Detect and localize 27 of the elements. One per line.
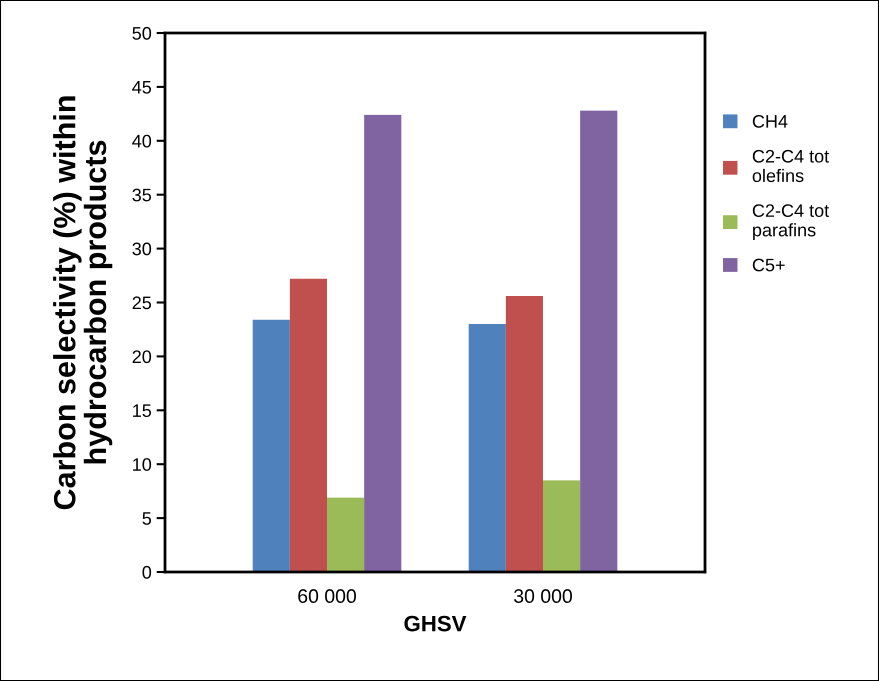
y-tick-label: 5: [142, 512, 152, 525]
y-axis-title: Carbon selectivity (%) within hydrocarbon products: [53, 96, 112, 510]
y-tick-label: 0: [142, 566, 152, 579]
bar: [290, 278, 327, 572]
y-tick-label: 30: [132, 242, 152, 256]
y-tick-label: 20: [132, 350, 152, 364]
y-tick-label: 15: [133, 404, 152, 418]
y-tick-label: 25: [132, 296, 152, 310]
bar: [252, 320, 290, 572]
y-tick-label: 40: [132, 134, 152, 148]
bar: [580, 110, 618, 572]
x-axis-title: GHSV: [404, 616, 466, 632]
x-tick-label: 30 000: [514, 589, 572, 603]
bar: [327, 498, 364, 572]
bar: [506, 296, 543, 572]
x-tick-label: 60 000: [298, 589, 356, 603]
y-tick-label: 10: [133, 458, 152, 471]
legend-label: C2-C4 tot olefins: [752, 150, 830, 182]
legend-label: C5+: [752, 258, 785, 272]
bar: [364, 114, 402, 572]
legend-label: CH4: [752, 114, 788, 128]
y-tick-label: 45: [132, 81, 152, 94]
y-tick-label: 50: [132, 26, 152, 40]
bar: [543, 480, 580, 572]
legend-label: C2-C4 tot parafins: [752, 204, 830, 240]
y-tick-label: 35: [132, 188, 152, 202]
bar: [468, 324, 506, 572]
